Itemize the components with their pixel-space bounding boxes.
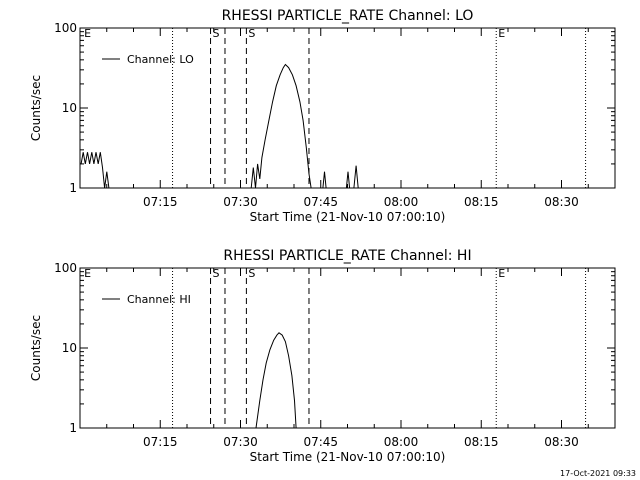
y-tick-label: 10 — [62, 341, 77, 355]
x-tick-label: 07:30 — [223, 435, 258, 449]
interval-marker-label: S — [248, 27, 255, 40]
x-axis-label: Start Time (21-Nov-10 07:00:10) — [250, 450, 446, 464]
x-tick-label: 08:00 — [384, 435, 419, 449]
footer-timestamp: 17-Oct-2021 09:33 — [560, 469, 636, 478]
plot-frame — [79, 267, 616, 429]
x-tick-label: 07:15 — [143, 195, 178, 209]
x-tick-label: 08:15 — [464, 435, 499, 449]
x-tick-label: 08:30 — [544, 435, 579, 449]
interval-marker-label: E — [84, 267, 91, 280]
interval-marker-label: S — [248, 267, 255, 280]
plot-frame — [79, 27, 616, 189]
y-axis-label: Counts/sec — [29, 315, 43, 381]
x-tick-label: 07:45 — [303, 435, 338, 449]
x-tick-label: 07:45 — [303, 195, 338, 209]
interval-marker-label: E — [498, 267, 505, 280]
x-tick-label: 08:30 — [544, 195, 579, 209]
x-tick-label: 08:15 — [464, 195, 499, 209]
panel-hi: RHESSI PARTICLE_RATE Channel: HI 1 10 100 07… — [29, 248, 616, 464]
series-line — [80, 63, 359, 189]
chart-title: RHESSI PARTICLE_RATE Channel: LO — [222, 8, 474, 24]
interval-marker-label: S — [213, 267, 220, 280]
x-tick-label: 08:00 — [384, 195, 419, 209]
panel-lo: RHESSI PARTICLE_RATE Channel: LO 1 10 100 07… — [29, 8, 616, 224]
chart-title: RHESSI PARTICLE_RATE Channel: HI — [223, 248, 471, 264]
y-tick-label: 100 — [54, 21, 77, 35]
x-tick-label: 07:15 — [143, 435, 178, 449]
x-tick-label: 07:30 — [223, 195, 258, 209]
x-axis-label: Start Time (21-Nov-10 07:00:10) — [250, 210, 446, 224]
interval-marker-label: S — [213, 27, 220, 40]
y-tick-label: 1 — [69, 181, 77, 195]
y-tick-label: 100 — [54, 261, 77, 275]
interval-marker-label: E — [498, 27, 505, 40]
series-line — [255, 332, 297, 429]
legend-entry: Channel: LO — [127, 53, 194, 66]
legend-entry: Channel: HI — [127, 293, 191, 306]
y-tick-label: 10 — [62, 101, 77, 115]
y-tick-label: 1 — [69, 421, 77, 435]
interval-marker-label: E — [84, 27, 91, 40]
y-axis-label: Counts/sec — [29, 75, 43, 141]
